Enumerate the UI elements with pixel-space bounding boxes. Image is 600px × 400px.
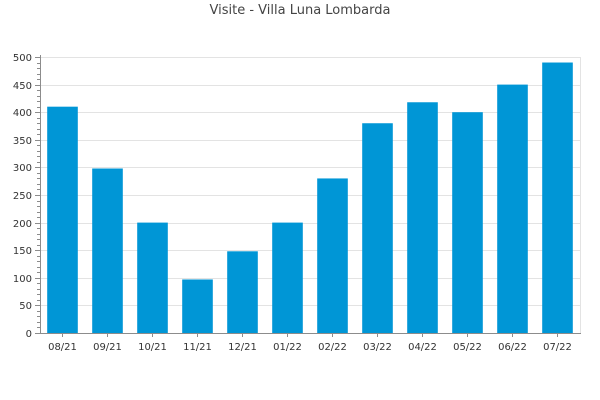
grid-lines (40, 57, 581, 333)
bar (137, 222, 168, 333)
x-tick-label: 09/21 (93, 342, 122, 353)
y-tick-labels: 0 50 100 150 200 250 300 350 400 450 500 (13, 53, 32, 340)
bar (182, 279, 213, 333)
y-tick-label: 350 (13, 136, 32, 147)
x-tick-label: 02/22 (318, 342, 347, 353)
x-tick-label: 01/22 (273, 342, 302, 353)
y-tick-label: 50 (19, 301, 32, 312)
y-tick-label: 250 (13, 191, 32, 202)
bar (227, 251, 258, 333)
y-tick-label: 150 (13, 246, 32, 257)
bar (497, 84, 528, 333)
x-tick-label: 12/21 (228, 342, 257, 353)
x-tick-label: 03/22 (363, 342, 392, 353)
y-tick-label: 300 (13, 163, 32, 174)
y-tick-label: 100 (13, 274, 32, 285)
x-tick-label: 08/21 (48, 342, 77, 353)
x-tick-label: 05/22 (453, 342, 482, 353)
x-tick-labels: 08/21 09/21 10/21 11/21 12/21 01/22 02/22 03/22… (48, 342, 572, 353)
x-tick-label: 10/21 (138, 342, 167, 353)
bar (317, 178, 348, 333)
x-tick-label: 11/21 (183, 342, 212, 353)
x-tick-label: 06/22 (498, 342, 527, 353)
y-tick-label: 450 (13, 81, 32, 92)
axes (35, 55, 581, 337)
y-tick-label: 200 (13, 219, 32, 230)
y-tick-label: 400 (13, 108, 32, 119)
bar (407, 102, 438, 333)
chart-title: Visite - Villa Luna Lombarda (209, 3, 391, 18)
y-tick-label: 500 (13, 53, 32, 64)
bar (452, 112, 483, 333)
bar (92, 168, 123, 333)
y-tick-label: 0 (26, 329, 32, 340)
bars (47, 62, 573, 334)
bar (272, 222, 303, 333)
x-tick-label: 07/22 (543, 342, 572, 353)
x-tick-label: 04/22 (408, 342, 437, 353)
bar (362, 123, 393, 334)
bar (542, 62, 573, 334)
bar (47, 106, 78, 334)
